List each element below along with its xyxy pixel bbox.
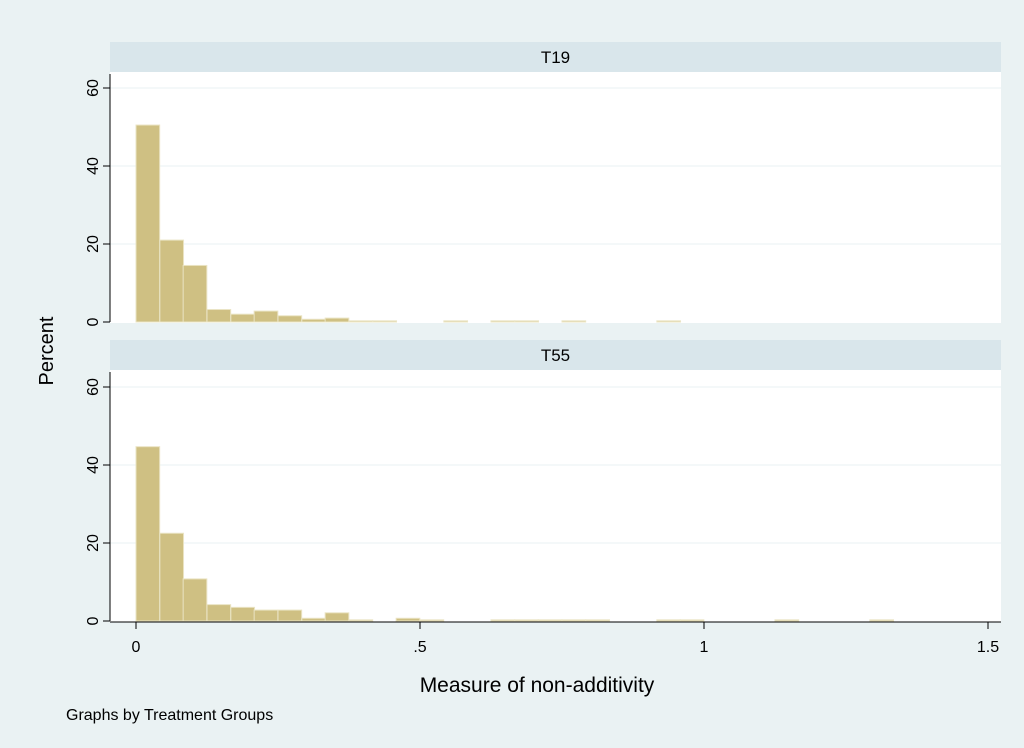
histogram-bar xyxy=(514,320,540,323)
panel-t55: T55 0 20 40 60 xyxy=(85,340,1001,625)
histogram-bar xyxy=(159,532,185,622)
histogram-bar xyxy=(869,619,895,622)
histogram-bar xyxy=(561,320,587,323)
histogram-bar xyxy=(206,604,232,622)
histogram-bar xyxy=(679,619,705,622)
panel-t19: T19 0 20 40 60 xyxy=(85,42,1001,326)
plot-area xyxy=(110,370,1001,622)
x-tick-label: 0 xyxy=(132,639,141,656)
histogram-bar xyxy=(372,320,398,323)
histogram-bar xyxy=(182,578,208,622)
histogram-bar xyxy=(206,309,232,323)
histogram-bar xyxy=(230,606,256,622)
histogram-bar xyxy=(277,609,303,622)
x-axis: 0 .5 1 1.5 xyxy=(110,621,1001,656)
histogram-bar xyxy=(277,315,303,323)
y-tick-label: 0 xyxy=(85,317,102,326)
x-axis-label: Measure of non-additivity xyxy=(420,674,655,697)
histogram-bar xyxy=(253,609,279,622)
histogram-bar xyxy=(348,320,374,323)
histogram-bar xyxy=(159,239,185,323)
y-tick-label: 60 xyxy=(85,378,102,396)
histogram-bar xyxy=(774,619,800,622)
y-tick-label: 40 xyxy=(85,456,102,474)
y-axis-label: Percent xyxy=(36,316,58,385)
histogram-bar xyxy=(395,617,421,622)
y-tick-label: 20 xyxy=(85,534,102,552)
plot-area xyxy=(110,72,1001,323)
histogram-bar xyxy=(182,264,208,323)
histogram-bar xyxy=(253,310,279,323)
histogram-bar xyxy=(585,619,611,622)
histogram-bar xyxy=(301,318,327,323)
panels: T19 0 20 40 60 T55 0 20 40 60 0 .5 1 1.5 xyxy=(85,42,1001,656)
histogram-bar xyxy=(348,619,374,622)
x-tick-label: 1.5 xyxy=(977,639,999,656)
y-tick-label: 0 xyxy=(85,616,102,625)
histogram-bar xyxy=(656,619,682,622)
histogram-bar xyxy=(490,619,516,622)
graph-note: Graphs by Treatment Groups xyxy=(66,707,273,724)
histogram-bar xyxy=(537,619,563,622)
histogram-bar xyxy=(301,617,327,622)
panel-strip xyxy=(110,42,1001,72)
panel-title: T19 xyxy=(541,48,570,67)
histogram-bar xyxy=(419,619,445,622)
histogram-bar xyxy=(514,619,540,622)
histogram-bar xyxy=(490,320,516,323)
histogram-bar xyxy=(656,320,682,323)
histogram-bar xyxy=(443,320,469,323)
panel-title: T55 xyxy=(541,346,570,365)
histogram-bar xyxy=(135,124,161,323)
histogram-bar xyxy=(561,619,587,622)
histogram-bar xyxy=(324,612,350,622)
y-tick-label: 60 xyxy=(85,79,102,97)
y-tick-label: 40 xyxy=(85,157,102,175)
y-tick-label: 20 xyxy=(85,235,102,253)
x-tick-label: 1 xyxy=(700,639,709,656)
x-tick-label: .5 xyxy=(413,639,426,656)
histogram-bar xyxy=(230,313,256,323)
histogram-bar xyxy=(135,446,161,622)
histogram-bar xyxy=(324,317,350,323)
panel-strip xyxy=(110,340,1001,370)
